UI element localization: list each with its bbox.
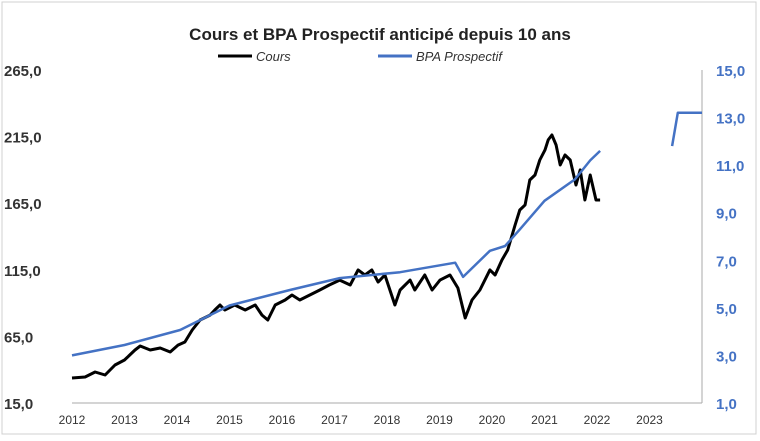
legend-label-bpa: BPA Prospectif: [416, 49, 503, 64]
y-left-tick-label: 65,0: [4, 329, 33, 346]
series-line-bpa-prospectif: [71, 149, 601, 357]
y-right-tick-label: 5,0: [716, 301, 737, 318]
x-tick-label: 2016: [269, 413, 296, 427]
chart-frame: [1, 1, 757, 435]
chart-title: Cours et BPA Prospectif anticipé depuis …: [189, 25, 571, 44]
x-tick-label: 2017: [321, 413, 348, 427]
legend: Cours BPA Prospectif: [218, 49, 503, 64]
y-left-tick-label: 215,0: [4, 130, 42, 147]
y-left-tick-label: 265,0: [4, 63, 42, 80]
y-left-tick-label: 115,0: [4, 263, 41, 280]
legend-label-cours: Cours: [256, 49, 291, 64]
series-line-cours: [71, 133, 601, 380]
y-right-tick-label: 3,0: [716, 348, 737, 365]
x-tick-label: 2012: [59, 413, 86, 427]
x-tick-label: 2015: [216, 413, 243, 427]
y-right-tick-label: 9,0: [716, 206, 737, 223]
y-right-tick-label: 1,0: [716, 396, 737, 413]
y-right-tick-label: 11,0: [716, 158, 744, 175]
x-tick-label: 2022: [584, 413, 611, 427]
y-left-tick-label: 15,0: [4, 396, 33, 413]
y-right-tick-label: 13,0: [716, 111, 745, 128]
x-tick-label: 2020: [479, 413, 506, 427]
x-tick-label: 2014: [164, 413, 191, 427]
y-left-tick-label: 165,0: [4, 196, 42, 213]
x-tick-label: 2018: [374, 413, 401, 427]
x-tick-label: 2019: [426, 413, 453, 427]
y-right-tick-label: 15,0: [716, 63, 745, 80]
series-line-bpa-prospectif: [670, 111, 702, 147]
x-tick-label: 2021: [531, 413, 558, 427]
x-tick-label: 2013: [111, 413, 138, 427]
y-right-tick-label: 7,0: [716, 253, 737, 270]
x-tick-label: 2023: [636, 413, 663, 427]
